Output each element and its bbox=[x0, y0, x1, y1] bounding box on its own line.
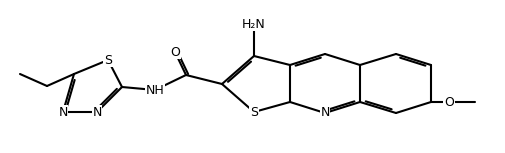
Text: S: S bbox=[104, 54, 112, 67]
Text: H₂N: H₂N bbox=[242, 17, 266, 30]
Text: N: N bbox=[58, 106, 68, 119]
Text: O: O bbox=[170, 45, 180, 58]
Text: NH: NH bbox=[145, 84, 164, 97]
Text: N: N bbox=[320, 106, 330, 119]
Text: O: O bbox=[444, 95, 454, 108]
Text: N: N bbox=[92, 106, 102, 119]
Text: S: S bbox=[250, 106, 258, 119]
